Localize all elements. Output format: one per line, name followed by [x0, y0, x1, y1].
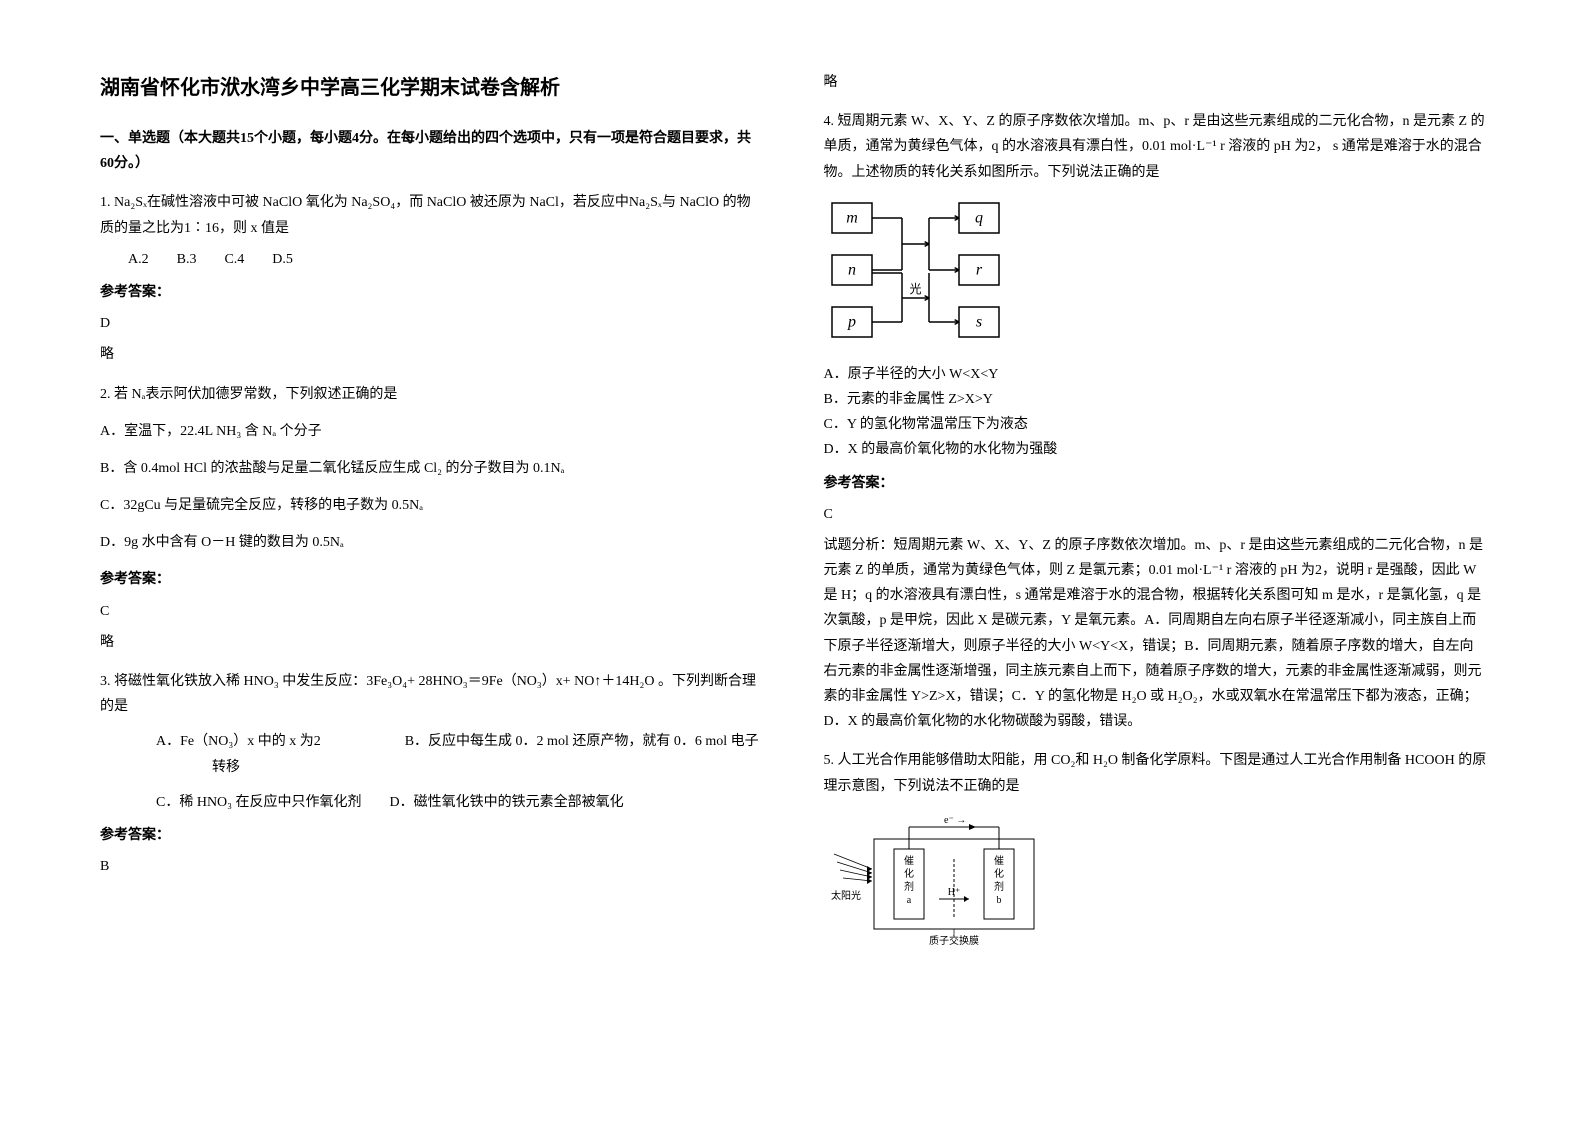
q1-note: 略 — [100, 342, 764, 367]
q2-option-b: B．含 0.4mol HCl 的浓盐酸与足量二氧化锰反应生成 Cl₂ 的分子数目… — [100, 456, 764, 481]
question-4: 4. 短周期元素 W、X、Y、Z 的原子序数依次增加。m、p、r 是由这些元素组… — [824, 109, 1488, 734]
section-heading: 一、单选题（本大题共15个小题，每小题4分。在每小题给出的四个选项中，只有一项是… — [100, 126, 764, 176]
svg-text:催: 催 — [904, 854, 914, 867]
svg-text:r: r — [975, 261, 982, 278]
q2-note: 略 — [100, 630, 764, 655]
q2-stem: 2. 若 Nₐ表示阿伏加德罗常数，下列叙述正确的是 — [100, 382, 764, 407]
svg-text:e⁻ →: e⁻ → — [944, 815, 966, 826]
q4-diagram: m q n r p s 光 — [824, 195, 1488, 350]
q2-option-a: A．室温下，22.4L NH₃ 含 Nₐ 个分子 — [100, 419, 764, 444]
svg-text:m: m — [846, 209, 858, 226]
q3-option-cd: C．稀 HNO₃ 在反应中只作氧化剂 D．磁性氧化铁中的铁元素全部被氧化 — [156, 790, 764, 815]
answer-label: 参考答案： — [100, 823, 764, 848]
question-1: 1. Na₂Sₓ在碱性溶液中可被 NaClO 氧化为 Na₂SO₄，而 NaCl… — [100, 190, 764, 367]
q3-answer: B — [100, 854, 764, 879]
q5-stem: 5. 人工光合作用能够借助太阳能，用 CO₂和 H₂O 制备化学原料。下图是通过… — [824, 748, 1488, 798]
svg-text:太阳光: 太阳光 — [831, 889, 861, 902]
svg-text:光: 光 — [909, 282, 921, 296]
answer-label: 参考答案： — [100, 567, 764, 592]
svg-text:剂: 剂 — [904, 880, 914, 893]
q4-option-d: D．X 的最高价氧化物的水化物为强酸 — [824, 437, 1488, 462]
question-2: 2. 若 Nₐ表示阿伏加德罗常数，下列叙述正确的是 A．室温下，22.4L NH… — [100, 382, 764, 656]
q4-option-b: B．元素的非金属性 Z>X>Y — [824, 387, 1488, 412]
q3-stem: 3. 将磁性氧化铁放入稀 HNO₃ 中发生反应：3Fe₃O₄+ 28HNO₃＝9… — [100, 669, 764, 719]
svg-text:a: a — [906, 895, 911, 906]
svg-text:q: q — [975, 209, 983, 226]
q1-stem: 1. Na₂Sₓ在碱性溶液中可被 NaClO 氧化为 Na₂SO₄，而 NaCl… — [100, 190, 764, 240]
q1-answer: D — [100, 311, 764, 336]
svg-text:H⁺: H⁺ — [947, 887, 960, 898]
svg-text:p: p — [847, 313, 856, 330]
answer-label: 参考答案： — [100, 280, 764, 305]
svg-text:催: 催 — [994, 854, 1004, 867]
q2-option-d: D．9g 水中含有 O－H 键的数目为 0.5Nₐ — [100, 530, 764, 555]
q4-stem: 4. 短周期元素 W、X、Y、Z 的原子序数依次增加。m、p、r 是由这些元素组… — [824, 109, 1488, 185]
q5-diagram: 催化剂a催化剂be⁻ →太阳光H⁺质子交换膜 — [824, 809, 1488, 949]
right-column: 略 4. 短周期元素 W、X、Y、Z 的原子序数依次增加。m、p、r 是由这些元… — [824, 70, 1488, 1082]
q4-explanation: 试题分析：短周期元素 W、X、Y、Z 的原子序数依次增加。m、p、r 是由这些元… — [824, 533, 1488, 735]
q4-option-c: C．Y 的氢化物常温常压下为液态 — [824, 412, 1488, 437]
svg-text:化: 化 — [994, 867, 1004, 880]
doc-title: 湖南省怀化市洑水湾乡中学高三化学期末试卷含解析 — [100, 70, 764, 106]
question-5: 5. 人工光合作用能够借助太阳能，用 CO₂和 H₂O 制备化学原料。下图是通过… — [824, 748, 1488, 948]
left-column: 湖南省怀化市洑水湾乡中学高三化学期末试卷含解析 一、单选题（本大题共15个小题，… — [100, 70, 764, 1082]
svg-text:n: n — [848, 261, 856, 278]
svg-text:b: b — [996, 895, 1001, 906]
q2-answer: C — [100, 599, 764, 624]
svg-text:剂: 剂 — [994, 880, 1004, 893]
q3-option-ab: A．Fe（NO₃）x 中的 x 为2 B．反应中每生成 0．2 mol 还原产物… — [156, 729, 764, 779]
question-3: 3. 将磁性氧化铁放入稀 HNO₃ 中发生反应：3Fe₃O₄+ 28HNO₃＝9… — [100, 669, 764, 879]
q4-answer: C — [824, 502, 1488, 527]
q1-options: A.2 B.3 C.4 D.5 — [128, 247, 764, 272]
svg-text:化: 化 — [904, 867, 914, 880]
svg-text:s: s — [975, 313, 981, 330]
q4-option-a: A．原子半径的大小 W<X<Y — [824, 362, 1488, 387]
q3-note: 略 — [824, 70, 1488, 95]
answer-label: 参考答案： — [824, 471, 1488, 496]
q2-option-c: C．32gCu 与足量硫完全反应，转移的电子数为 0.5Nₐ — [100, 493, 764, 518]
